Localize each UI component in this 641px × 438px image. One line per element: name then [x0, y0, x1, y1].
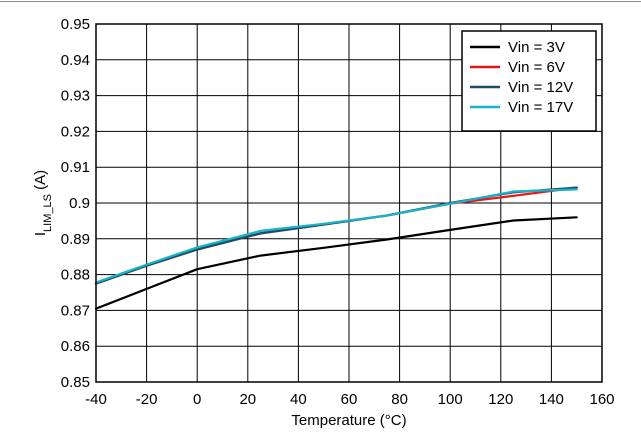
series-line-3 [94, 188, 578, 284]
series-layer [94, 186, 578, 310]
x-tick-label: 60 [341, 391, 358, 408]
x-tick-label: 160 [589, 391, 614, 408]
y-axis-label-main: I [32, 232, 49, 236]
y-axis-label-subscript: LIM_LS [42, 194, 54, 232]
x-tick-label: 80 [391, 391, 408, 408]
x-tick-label: 20 [239, 391, 256, 408]
y-tick-label: 0.92 [61, 123, 90, 140]
series-line-2 [94, 186, 578, 285]
x-tick-labels: -40 -20 0 20 40 60 80 100 120 140 160 [85, 391, 614, 408]
y-tick-label: 0.86 [61, 338, 90, 355]
y-tick-labels: 0.85 0.86 0.87 0.88 0.89 0.9 0.91 0.92 0.93 0.94 0… [61, 16, 90, 391]
legend-label: Vin = 6V [508, 59, 565, 76]
y-tick-label: 0.94 [61, 52, 90, 69]
y-tick-label: 0.91 [61, 159, 90, 176]
y-tick-label: 0.89 [61, 231, 90, 248]
y-tick-label: 0.9 [69, 195, 90, 212]
y-tick-label: 0.93 [61, 88, 90, 105]
y-tick-label: 0.88 [61, 267, 90, 284]
y-axis-label-unit: (A) [32, 170, 49, 194]
legend: Vin = 3V Vin = 6V Vin = 12V Vin = 17V [461, 30, 597, 132]
x-tick-label: -20 [136, 391, 158, 408]
legend-label: Vin = 17V [508, 99, 573, 116]
x-tick-label: 140 [539, 391, 564, 408]
top-rule [0, 1, 641, 2]
plot-frame [95, 23, 603, 383]
x-tick-label: 40 [290, 391, 307, 408]
series-line-1 [94, 186, 578, 285]
legend-label: Vin = 12V [508, 79, 573, 96]
y-axis-label: ILIM_LS (A) [32, 170, 54, 236]
series-line-0 [94, 216, 578, 310]
y-tick-label: 0.95 [61, 16, 90, 33]
x-tick-label: 0 [193, 391, 201, 408]
y-tick-label: 0.85 [61, 374, 90, 391]
y-tick-label: 0.87 [61, 302, 90, 319]
x-axis-label: Temperature (°C) [291, 412, 406, 429]
x-tick-label: 120 [488, 391, 513, 408]
legend-label: Vin = 3V [508, 39, 565, 56]
x-tick-label: -40 [85, 391, 107, 408]
x-tick-label: 100 [438, 391, 463, 408]
